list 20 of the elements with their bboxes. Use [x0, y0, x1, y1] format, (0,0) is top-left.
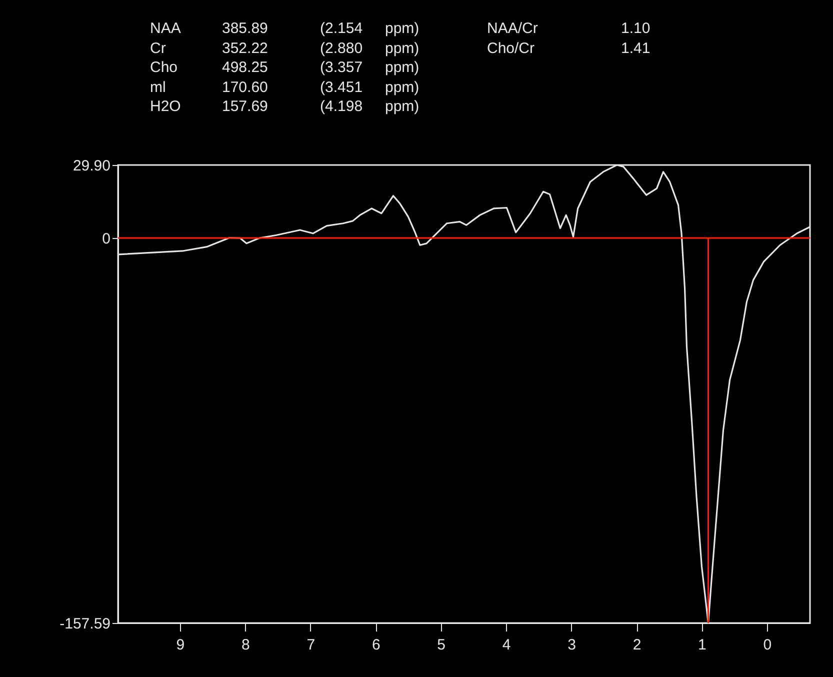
text: Cho 498.25 (3.357 ppm) — [150, 59, 420, 76]
x-tick-label: 6 — [372, 636, 380, 654]
y-tick-label: -157.59 — [60, 616, 110, 632]
x-tick-label: 4 — [502, 636, 511, 654]
text: H2O 157.69 (4.198 ppm) — [150, 98, 420, 115]
text: NAA 385.89 (2.154 ppm) — [150, 20, 420, 37]
x-tick-label: 3 — [568, 636, 576, 654]
text: ml 170.60 (3.451 ppm) — [150, 78, 420, 96]
x-tick-label: 1 — [698, 636, 706, 654]
text: Cr 352.22 (2.880 ppm) — [150, 40, 420, 56]
x-tick-label: 8 — [242, 636, 250, 654]
x-tick-label: 2 — [632, 636, 642, 654]
x-tick-label: 9 — [176, 636, 185, 654]
text: NAA/Cr 1.10 — [487, 20, 650, 37]
x-tick-label: 0 — [763, 636, 772, 654]
x-tick-label: 7 — [306, 636, 316, 654]
y-tick-label: 29.90 — [72, 158, 110, 174]
y-tick-label: 0 — [102, 230, 110, 248]
x-tick-label: 5 — [437, 636, 446, 654]
text: Cho/Cr 1.41 — [487, 40, 650, 56]
